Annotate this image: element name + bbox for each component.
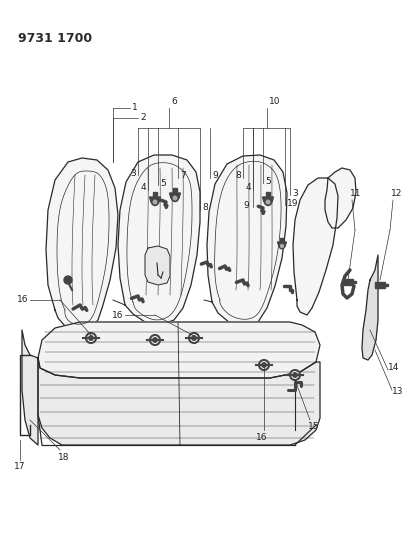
Text: 11: 11	[350, 189, 361, 198]
Circle shape	[281, 245, 283, 247]
Text: 6: 6	[171, 97, 177, 106]
Circle shape	[293, 373, 297, 377]
Polygon shape	[173, 188, 177, 194]
Text: 8: 8	[235, 172, 241, 181]
Polygon shape	[293, 178, 338, 315]
Polygon shape	[343, 279, 353, 285]
Text: 2: 2	[140, 114, 145, 123]
Text: 9: 9	[243, 200, 249, 209]
Circle shape	[290, 370, 300, 380]
Polygon shape	[362, 255, 378, 360]
Circle shape	[150, 335, 160, 345]
Polygon shape	[280, 238, 284, 243]
Polygon shape	[22, 330, 38, 445]
Text: 5: 5	[265, 176, 271, 185]
Polygon shape	[118, 155, 200, 325]
Polygon shape	[383, 284, 388, 286]
Polygon shape	[207, 155, 287, 326]
Polygon shape	[375, 282, 385, 288]
Text: 16: 16	[256, 433, 268, 442]
Circle shape	[89, 336, 93, 340]
Circle shape	[171, 195, 178, 201]
Polygon shape	[46, 158, 118, 330]
Circle shape	[189, 333, 199, 343]
Polygon shape	[266, 192, 270, 198]
Circle shape	[86, 333, 96, 343]
Text: 4: 4	[246, 183, 251, 192]
Text: 3: 3	[292, 189, 298, 198]
Text: 9: 9	[212, 172, 218, 181]
Text: 4: 4	[140, 183, 146, 192]
Polygon shape	[278, 242, 286, 246]
Polygon shape	[351, 281, 356, 283]
Circle shape	[262, 363, 266, 367]
Circle shape	[152, 198, 159, 206]
Polygon shape	[145, 246, 170, 285]
Polygon shape	[38, 358, 320, 445]
Text: 18: 18	[58, 453, 70, 462]
Text: 9731 1700: 9731 1700	[18, 32, 92, 45]
Circle shape	[192, 336, 196, 340]
Text: 8: 8	[202, 204, 208, 213]
Text: 7: 7	[180, 172, 186, 181]
Text: 3: 3	[130, 168, 136, 177]
Circle shape	[64, 276, 72, 284]
Text: 16: 16	[112, 311, 123, 319]
Circle shape	[266, 200, 270, 204]
Circle shape	[153, 338, 157, 342]
Polygon shape	[150, 197, 161, 202]
Circle shape	[153, 200, 157, 204]
Text: 16: 16	[16, 295, 28, 304]
Text: 14: 14	[388, 364, 399, 373]
Text: 13: 13	[392, 387, 403, 397]
Polygon shape	[325, 168, 356, 228]
Text: 1: 1	[132, 103, 138, 112]
Circle shape	[259, 360, 269, 370]
Polygon shape	[38, 322, 320, 378]
Text: 10: 10	[269, 97, 281, 106]
Polygon shape	[153, 192, 157, 198]
Polygon shape	[169, 193, 180, 198]
Text: 19: 19	[287, 198, 299, 207]
Circle shape	[173, 196, 177, 200]
Text: 17: 17	[14, 462, 26, 471]
Text: 15: 15	[308, 422, 319, 431]
Polygon shape	[262, 197, 274, 202]
Text: 12: 12	[391, 189, 403, 198]
Text: 5: 5	[160, 179, 166, 188]
Circle shape	[279, 243, 285, 249]
Circle shape	[265, 198, 272, 206]
